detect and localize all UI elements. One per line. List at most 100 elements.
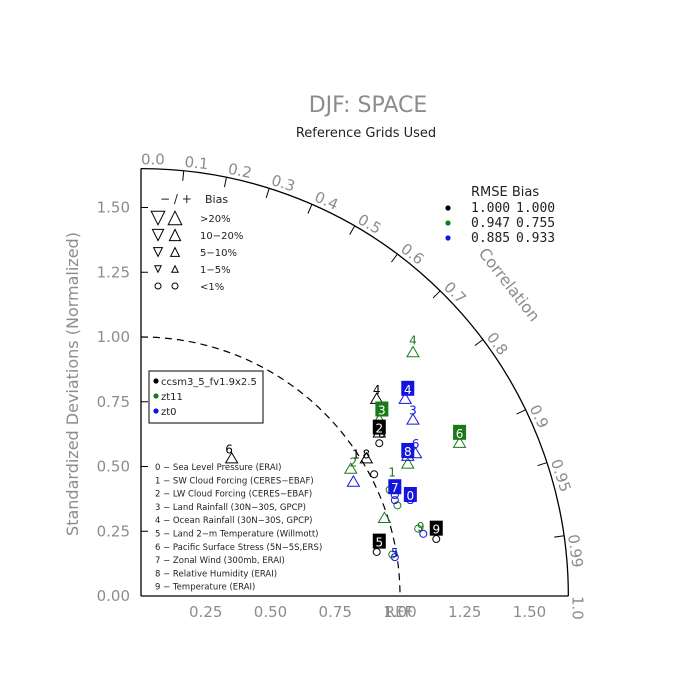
- data-label: 4: [404, 383, 412, 397]
- series-legend-label: zt11: [161, 392, 183, 403]
- bias-legend-label: 10−20%: [200, 231, 243, 242]
- correlation-tick-mark: [537, 462, 548, 467]
- data-point: [393, 501, 402, 510]
- y-axis-label: Standardized Deviations (Normalized): [63, 232, 82, 536]
- data-label: 1: [352, 448, 360, 462]
- correlation-tick-mark: [265, 188, 270, 199]
- data-label: 4: [373, 383, 381, 397]
- x-tick-label: 1.50: [513, 603, 546, 621]
- correlation-tick-label: 0.99: [564, 533, 587, 569]
- case-list-item: 5 − Land 2−m Temperature (Willmott): [155, 530, 319, 540]
- data-point: [390, 553, 399, 562]
- data-label: 6: [456, 427, 464, 441]
- correlation-tick-label: 0.9: [526, 402, 553, 431]
- case-list-item: 0 − Sea Level Pressure (ERAI): [155, 463, 282, 473]
- data-point: [359, 451, 374, 464]
- x-tick-label: 1.00: [383, 603, 416, 621]
- series-legend-swatch: [153, 378, 159, 384]
- bias-legend-signs: − / +: [160, 192, 192, 206]
- case-list-item: 8 − Relative Humidity (ERAI): [155, 569, 277, 579]
- correlation-tick-label: 1.0: [568, 596, 586, 620]
- data-label: 2: [350, 455, 358, 469]
- rmse-value: 0.947: [471, 216, 510, 231]
- data-point: [377, 511, 392, 523]
- bias-legend-up-triangle: [168, 228, 182, 242]
- y-tick-label: 0.50: [97, 458, 130, 476]
- ref-label: REF: [385, 603, 414, 621]
- bias-legend-circle: [171, 282, 179, 290]
- rmse-table-swatch: [445, 235, 451, 241]
- bias-legend-down-triangle: [153, 265, 163, 274]
- correlation-axis-label: Correlation: [475, 244, 544, 325]
- data-label: 7: [391, 481, 399, 495]
- y-tick-label: 0.00: [97, 587, 130, 605]
- correlation-tick-mark: [391, 253, 398, 263]
- data-label: 3: [409, 404, 417, 418]
- data-label-box: [375, 401, 389, 417]
- rmse-value: 0.885: [471, 231, 510, 246]
- data-point: [406, 412, 420, 425]
- correlation-tick-mark: [182, 170, 185, 181]
- data-point: [388, 550, 397, 559]
- correlation-tick-label: 0.8: [483, 329, 512, 359]
- series-legend-swatch: [153, 408, 159, 414]
- case-list-item: 7 − Zonal Wind (300mb, ERAI): [155, 556, 285, 566]
- bias-legend-label: >20%: [200, 214, 231, 225]
- bias-legend-down-triangle: [152, 247, 164, 258]
- data-label: 5: [375, 536, 383, 550]
- correlation-tick-mark: [432, 290, 441, 299]
- data-label: 6: [412, 437, 420, 451]
- chart-title: DJF: SPACE: [309, 93, 428, 118]
- data-label: 3: [378, 404, 386, 418]
- bias-legend-down-triangle: [151, 228, 165, 242]
- correlation-tick-label: 0.5: [355, 210, 385, 238]
- correlation-tick-mark: [223, 177, 227, 188]
- series-legend-label: zt0: [161, 407, 177, 418]
- data-label-box: [401, 442, 415, 458]
- correlation-tick-label: 0.1: [184, 153, 210, 173]
- y-tick-label: 0.75: [97, 393, 130, 411]
- correlation-arc: [140, 168, 569, 597]
- series-legend-box: [148, 370, 264, 424]
- bias-legend-header: Bias: [205, 193, 228, 206]
- correlation-tick-mark: [474, 339, 484, 346]
- data-label-box: [403, 486, 417, 502]
- bias-value: 0.755: [516, 216, 555, 231]
- data-point: [390, 496, 399, 505]
- data-point: [398, 392, 413, 404]
- x-tick-label: 0.25: [189, 603, 222, 621]
- data-point: [370, 470, 379, 479]
- case-list-item: 6 − Pacific Surface Stress (5N−5S,ERS): [155, 543, 322, 553]
- data-label: 6: [225, 442, 233, 456]
- case-list-item: 1 − SW Cloud Forcing (CERES−EBAF): [155, 476, 314, 486]
- data-label: 5: [391, 546, 399, 560]
- data-label-box: [453, 424, 467, 440]
- series-legend: ccsm3_5_fv1.9x2.5 zt11 zt0: [148, 370, 264, 424]
- data-label: 4: [409, 334, 417, 348]
- data-label: 9: [417, 520, 425, 534]
- bias-legend-label: 1−5%: [200, 265, 231, 276]
- data-label: 8: [363, 448, 371, 462]
- bias-legend-up-triangle: [170, 264, 180, 273]
- data-point: [346, 475, 361, 487]
- case-list-item: 9 − Temperature (ERAI): [155, 583, 255, 593]
- correlation-tick-label: 0.2: [226, 160, 253, 182]
- x-tick-label: 0.50: [254, 603, 287, 621]
- data-label: 0: [407, 489, 415, 503]
- data-label: 1: [388, 466, 396, 480]
- data-point: [452, 436, 467, 448]
- bias-legend-up-triangle: [169, 246, 181, 257]
- bias-legend-up-triangle: [167, 210, 183, 226]
- correlation-tick-label: 0.4: [312, 188, 341, 214]
- case-list-item: 3 − Land Rainfall (30N−30S, GPCP): [155, 503, 306, 513]
- data-label: 8: [404, 445, 412, 459]
- correlation-tick-label: 0.0: [141, 151, 165, 169]
- data-label-box: [372, 419, 386, 435]
- rmse-table-swatch: [445, 205, 451, 211]
- data-label-box: [372, 533, 386, 549]
- plot-frame: [140, 168, 569, 597]
- y-tick-label: 0.25: [97, 522, 130, 540]
